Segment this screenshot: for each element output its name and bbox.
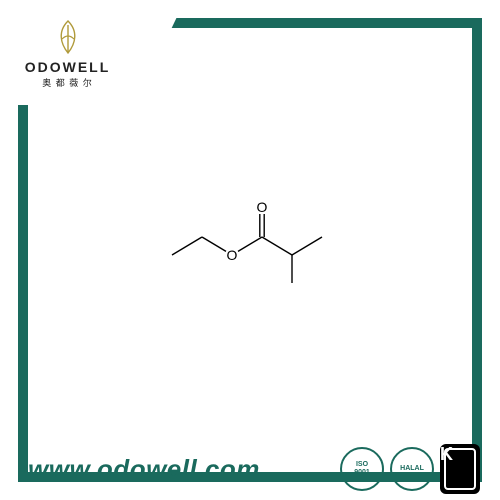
halal-label: HALAL — [400, 465, 424, 473]
footer: www.odowell.com ISO 9001 HALAL K — [0, 438, 500, 500]
iso-badge-icon: ISO 9001 — [340, 447, 384, 491]
kosher-badge-icon: K — [440, 444, 480, 494]
brand-logo-block: ODOWELL 奥 都 薇 尔 — [0, 0, 135, 105]
website-url: www.odowell.com — [28, 454, 260, 485]
brand-subtitle: 奥 都 薇 尔 — [42, 76, 93, 89]
kosher-label: K — [440, 444, 453, 464]
svg-text:O: O — [227, 247, 238, 263]
product-card: OO ODOWELL 奥 都 薇 尔 www.odowell.com ISO 9… — [0, 0, 500, 500]
leaf-icon — [48, 17, 88, 57]
molecule-diagram: OO — [160, 195, 340, 305]
halal-badge-icon: HALAL — [390, 447, 434, 491]
iso-top: ISO — [356, 461, 368, 469]
cert-badges: ISO 9001 HALAL K — [340, 444, 480, 494]
svg-text:O: O — [257, 199, 268, 215]
brand-name: ODOWELL — [25, 59, 111, 75]
iso-bottom: 9001 — [354, 469, 370, 477]
